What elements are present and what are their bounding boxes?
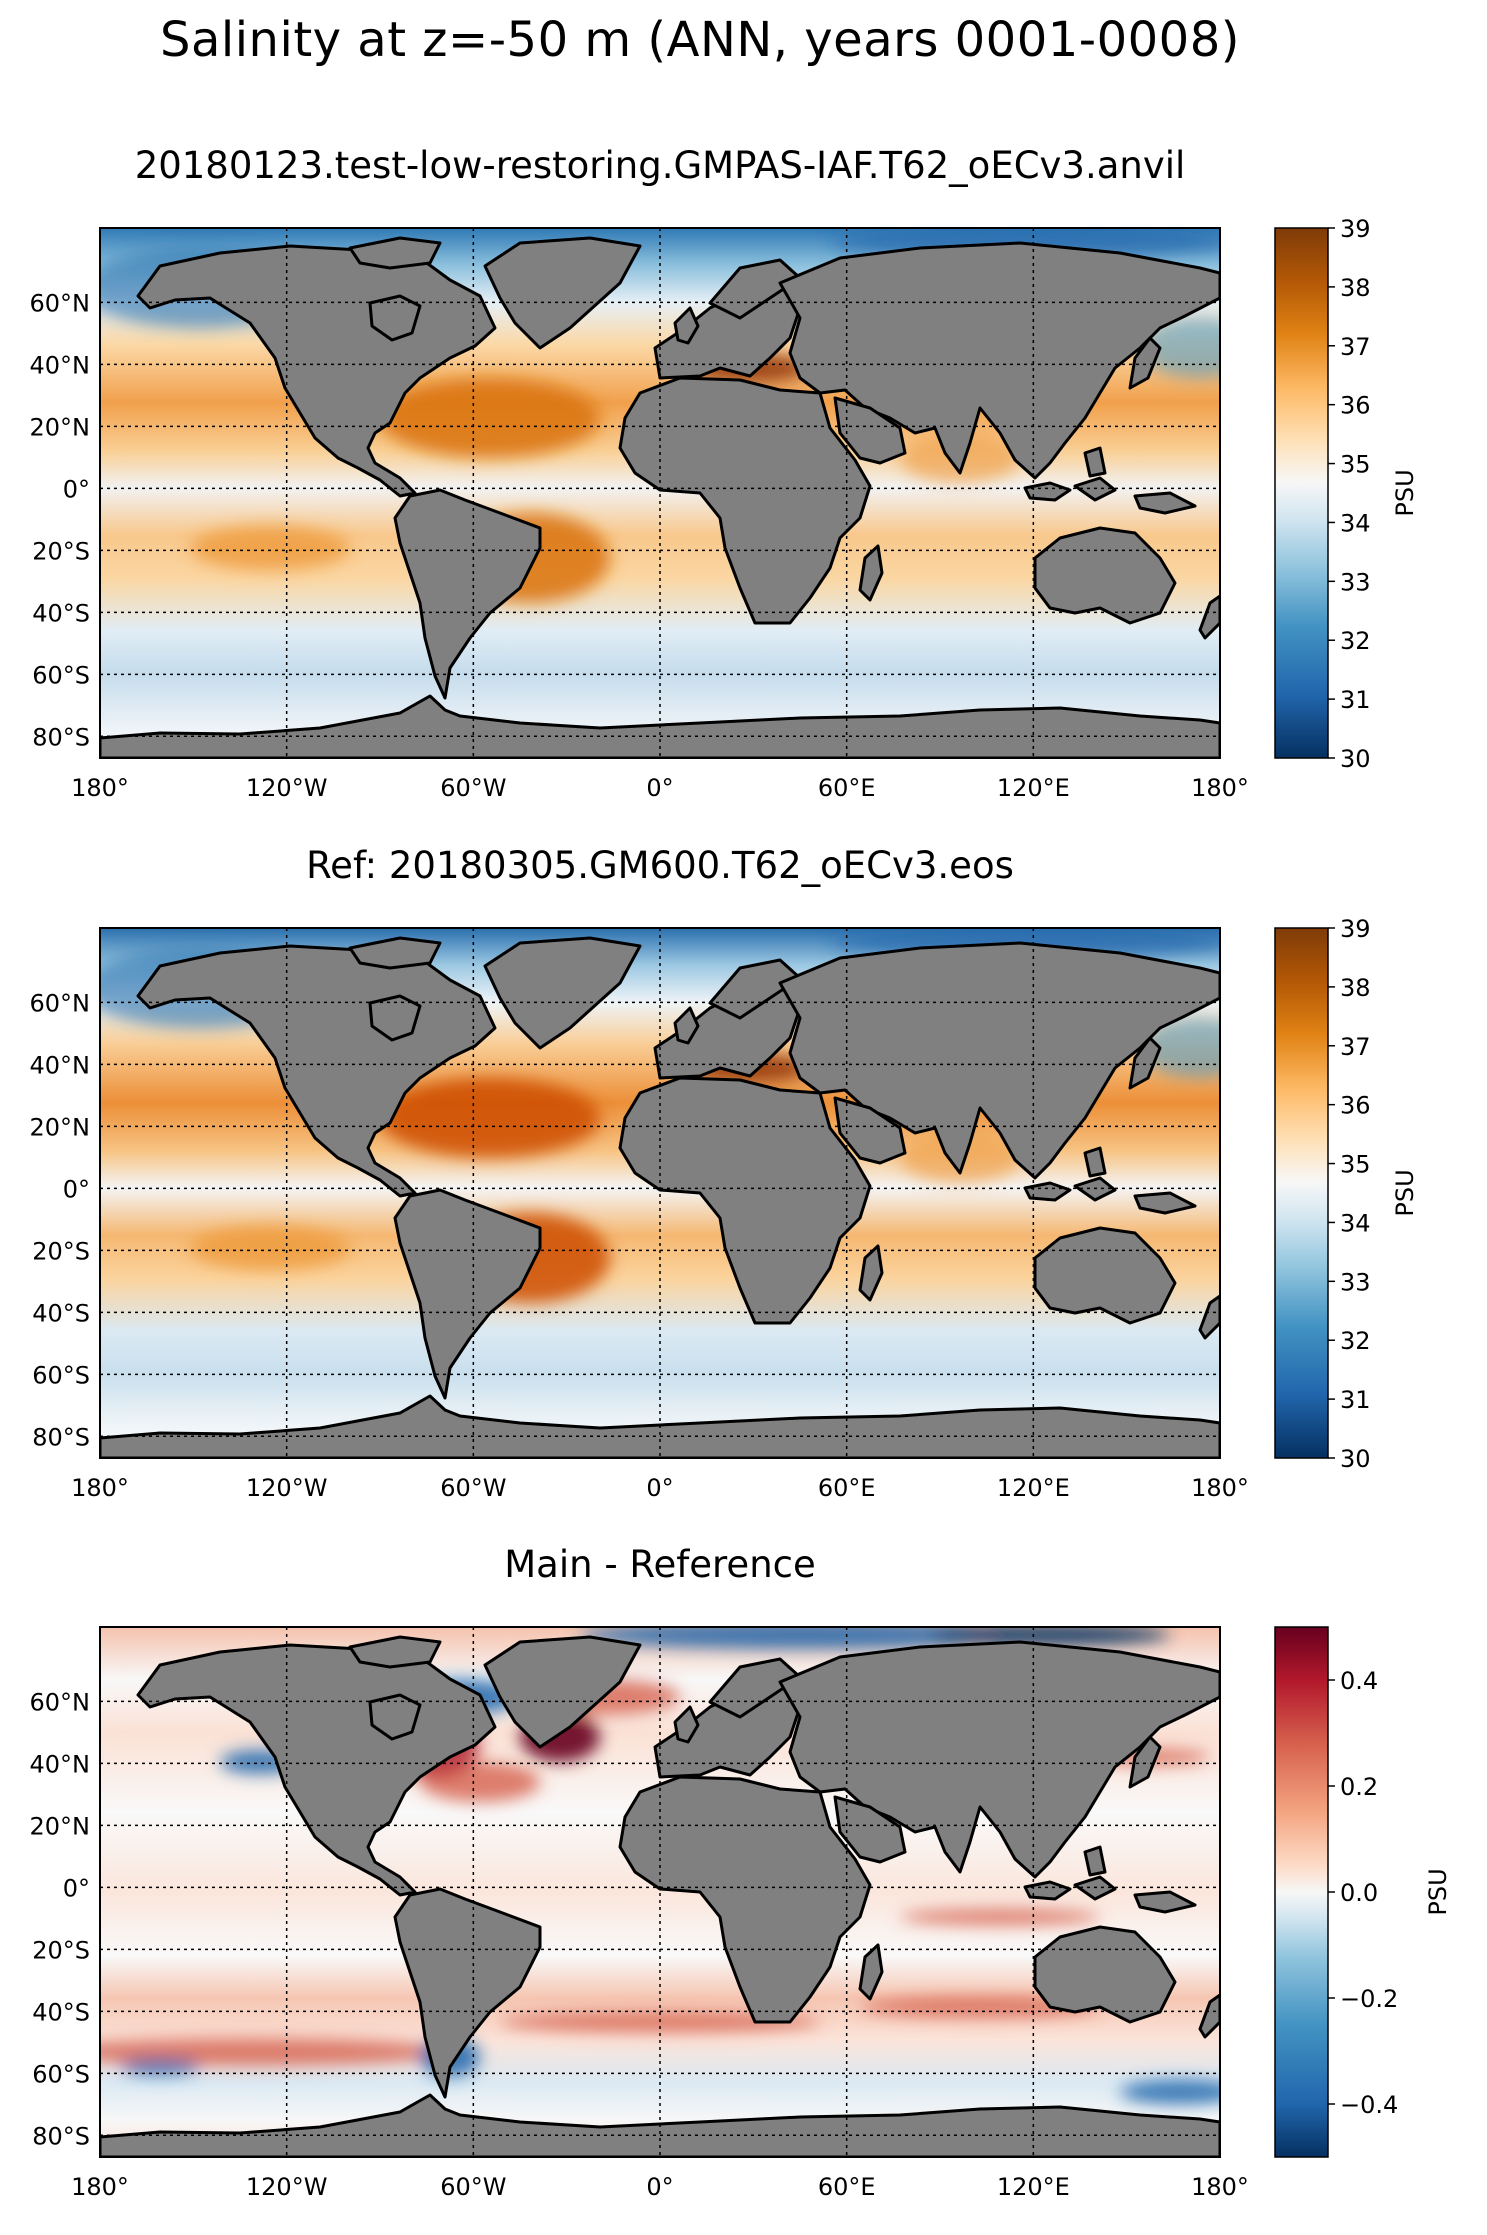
lat-tick-label: 20°S <box>32 1237 90 1265</box>
colorbar-tick-label: 33 <box>1340 1268 1371 1296</box>
colorbar-label: PSU <box>1391 469 1419 516</box>
lon-tick-label: 60°E <box>818 2173 876 2201</box>
colorbar-tick-label: 35 <box>1340 451 1371 479</box>
colorbar: 39 38 37 36 35 34 33 32 31 30 PSU <box>1274 915 1419 1473</box>
lon-tick-label: 180° <box>71 1474 129 1502</box>
lat-tick-label: 40°N <box>30 1750 91 1778</box>
lat-tick-label: 80°S <box>32 1423 90 1451</box>
colorbar-tick-label: 30 <box>1340 745 1371 773</box>
lon-tick-label: 60°W <box>440 2173 506 2201</box>
colorbar-tick-label: 37 <box>1340 333 1371 361</box>
colorbar-gradient <box>1274 227 1329 759</box>
lon-tick-label: 120°W <box>246 2173 328 2201</box>
colorbar-label: PSU <box>1391 1169 1419 1216</box>
colorbar-label: PSU <box>1424 1868 1452 1915</box>
salinity-field <box>100 228 1220 758</box>
lat-tick-label: 0° <box>63 475 90 503</box>
lat-tick-label: 80°S <box>32 723 90 751</box>
lat-tick-label: 0° <box>63 1874 90 1902</box>
map-frame <box>99 227 1221 759</box>
lat-tick-label: 0° <box>63 1175 90 1203</box>
colorbar-tick-label: 30 <box>1340 1445 1371 1473</box>
colorbar-tick-label: 33 <box>1340 568 1371 596</box>
lat-tick-label: 20°N <box>30 1113 91 1141</box>
lon-tick-label: 60°E <box>818 1474 876 1502</box>
colorbar-tick-label: 31 <box>1340 686 1371 714</box>
colorbar-tick-label: 32 <box>1340 1327 1371 1355</box>
colorbar-tick-label: 39 <box>1340 215 1371 243</box>
lon-tick-label: 120°E <box>997 1474 1070 1502</box>
graticule <box>100 928 1220 1458</box>
lat-tick-label: 60°S <box>32 661 90 689</box>
colorbar-gradient <box>1274 927 1329 1459</box>
panel-title: 20180123.test-low-restoring.GMPAS-IAF.T6… <box>135 144 1186 187</box>
lat-tick-label: 60°N <box>30 989 91 1017</box>
map-panel-reference: Ref: 20180305.GM600.T62_oECv3.eos 60°N 40°… <box>30 844 1249 1502</box>
colorbar-tick-label: 0.4 <box>1340 1667 1378 1695</box>
lat-tick-label: 60°N <box>30 289 91 317</box>
colorbar-tick-label: 0.0 <box>1340 1879 1378 1907</box>
lat-tick-label: 40°S <box>32 1998 90 2026</box>
colorbar-tick-label: 39 <box>1340 915 1371 943</box>
colorbar-tick-label: 36 <box>1340 392 1371 420</box>
lat-tick-label: 20°N <box>30 413 91 441</box>
lat-tick-label: 20°S <box>32 1936 90 1964</box>
lat-tick-label: 20°S <box>32 537 90 565</box>
lon-tick-label: 180° <box>1191 1474 1249 1502</box>
salinity-field <box>100 928 1220 1458</box>
colorbar: 39 38 37 36 35 34 33 32 31 30 PSU <box>1274 215 1419 773</box>
lon-tick-label: 0° <box>646 2173 673 2201</box>
lat-tick-label: 40°N <box>30 351 91 379</box>
lon-tick-label: 60°W <box>440 1474 506 1502</box>
lon-tick-label: 60°W <box>440 774 506 802</box>
graticule <box>100 1627 1220 2157</box>
lon-tick-label: 180° <box>71 2173 129 2201</box>
lat-tick-label: 40°S <box>32 1299 90 1327</box>
lon-tick-label: 180° <box>1191 2173 1249 2201</box>
lat-tick-label: 60°S <box>32 2060 90 2088</box>
lon-tick-label: 120°W <box>246 1474 328 1502</box>
colorbar-tick-label: 32 <box>1340 627 1371 655</box>
lat-tick-label: 40°N <box>30 1051 91 1079</box>
colorbar: 0.4 0.2 0.0 −0.2 −0.4 PSU <box>1274 1626 1452 2158</box>
colorbar-tick-label: 38 <box>1340 274 1371 302</box>
lon-tick-label: 180° <box>71 774 129 802</box>
lon-tick-label: 60°E <box>818 774 876 802</box>
graticule <box>100 228 1220 758</box>
colorbar-tick-label: 34 <box>1340 1209 1371 1237</box>
panel-title: Main - Reference <box>504 1543 816 1586</box>
lon-tick-label: 120°W <box>246 774 328 802</box>
colorbar-tick-label: −0.4 <box>1340 2091 1398 2119</box>
colorbar-gradient <box>1274 1626 1329 2158</box>
colorbar-tick-label: −0.2 <box>1340 1985 1398 2013</box>
colorbar-tick-label: 0.2 <box>1340 1773 1378 1801</box>
colorbar-tick-label: 36 <box>1340 1092 1371 1120</box>
figure-suptitle: Salinity at z=-50 m (ANN, years 0001-000… <box>160 12 1240 68</box>
lon-tick-label: 0° <box>646 774 673 802</box>
colorbar-tick-label: 31 <box>1340 1386 1371 1414</box>
map-frame <box>99 927 1221 1459</box>
lon-tick-label: 120°E <box>997 774 1070 802</box>
lat-tick-label: 80°S <box>32 2122 90 2150</box>
map-panel-main: 20180123.test-low-restoring.GMPAS-IAF.T6… <box>30 144 1249 802</box>
colorbar-tick-label: 34 <box>1340 509 1371 537</box>
lon-tick-label: 0° <box>646 1474 673 1502</box>
colorbar-tick-label: 38 <box>1340 974 1371 1002</box>
lon-tick-label: 180° <box>1191 774 1249 802</box>
colorbar-tick-label: 37 <box>1340 1033 1371 1061</box>
lat-tick-label: 60°S <box>32 1361 90 1389</box>
colorbar-tick-label: 35 <box>1340 1151 1371 1179</box>
lat-tick-label: 40°S <box>32 599 90 627</box>
lat-tick-label: 60°N <box>30 1688 91 1716</box>
lon-tick-label: 120°E <box>997 2173 1070 2201</box>
panel-title: Ref: 20180305.GM600.T62_oECv3.eos <box>306 844 1014 887</box>
lat-tick-label: 20°N <box>30 1812 91 1840</box>
map-panel-difference: Main - Reference 60°N 40°N 20°N 0° 20°S 40°S 60… <box>30 1543 1249 2201</box>
map-frame <box>99 1626 1221 2158</box>
